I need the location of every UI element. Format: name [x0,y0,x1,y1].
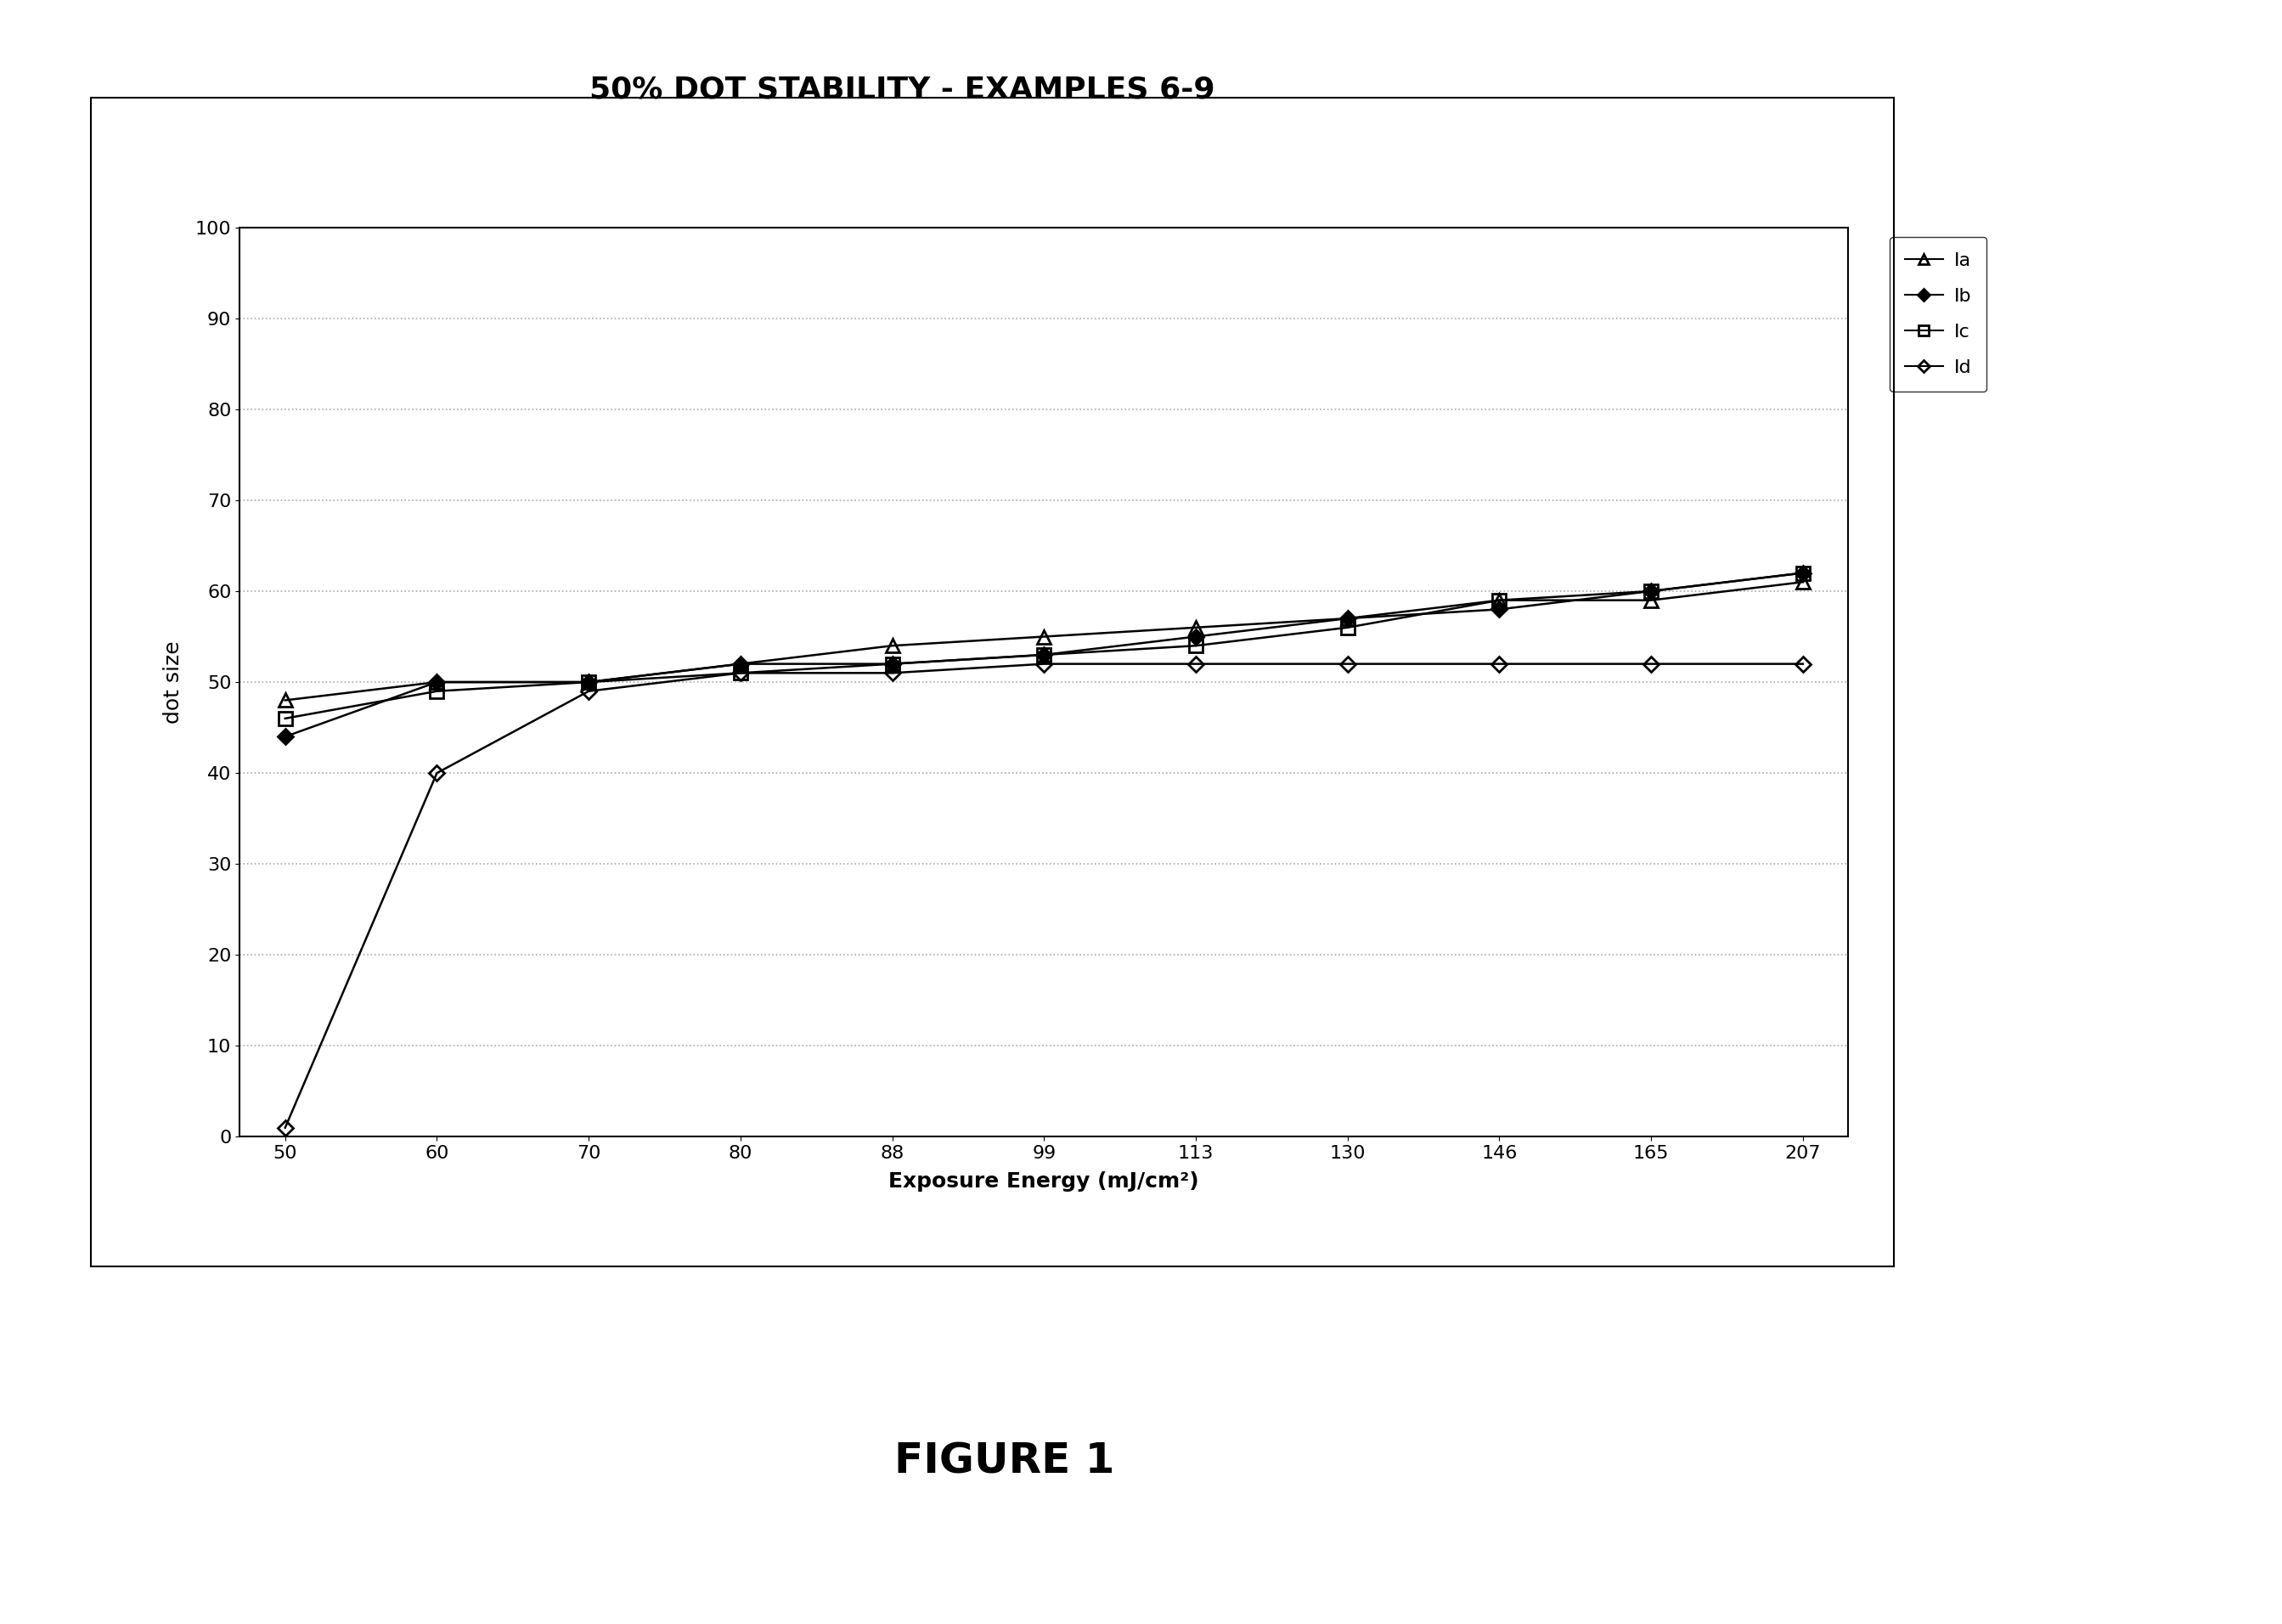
Ic [272,708,299,728]
Ia [1182,617,1209,637]
Y-axis label: dot size: dot size [162,640,183,724]
Id [879,663,906,682]
Id [1789,654,1816,674]
Ia [575,672,602,692]
Ia [1789,572,1816,591]
Ib [1335,609,1362,628]
Ic [1182,637,1209,656]
Ia [879,637,906,656]
Ic [879,654,906,674]
Ib [1638,581,1666,601]
X-axis label: Exposure Energy (mJ/cm²): Exposure Energy (mJ/cm²) [888,1171,1200,1192]
Ic [1638,581,1666,601]
Id [272,1117,299,1137]
Ia [1638,591,1666,611]
Ic [1031,645,1059,664]
Id [1335,654,1362,674]
Ic [1335,617,1362,637]
Text: 50% DOT STABILITY - EXAMPLES 6-9: 50% DOT STABILITY - EXAMPLES 6-9 [589,75,1216,104]
Ia [272,690,299,710]
Ic [1789,564,1816,583]
Ia [1335,609,1362,628]
Ic [726,663,753,682]
Id [1031,654,1059,674]
Ic [1486,591,1513,611]
Ib [272,728,299,747]
Line: Ib: Ib [281,568,1807,742]
Ia [1031,627,1059,646]
Ia [1486,591,1513,611]
Ib [575,672,602,692]
Line: Id: Id [281,659,1807,1134]
Ib [1486,599,1513,619]
Ib [726,654,753,674]
Ia [422,672,450,692]
Ic [575,672,602,692]
Text: FIGURE 1: FIGURE 1 [895,1440,1114,1483]
Id [422,763,450,783]
Ib [879,654,906,674]
Ib [1031,645,1059,664]
Ib [422,672,450,692]
Line: Ic: Ic [278,567,1810,724]
Legend: Ia, Ib, Ic, Id: Ia, Ib, Ic, Id [1889,237,1988,391]
Ic [422,682,450,702]
Id [1638,654,1666,674]
Id [1182,654,1209,674]
Ia [726,654,753,674]
Ib [1182,627,1209,646]
Id [575,682,602,702]
Line: Ia: Ia [278,575,1810,706]
Id [1486,654,1513,674]
Id [726,663,753,682]
Ib [1789,564,1816,583]
